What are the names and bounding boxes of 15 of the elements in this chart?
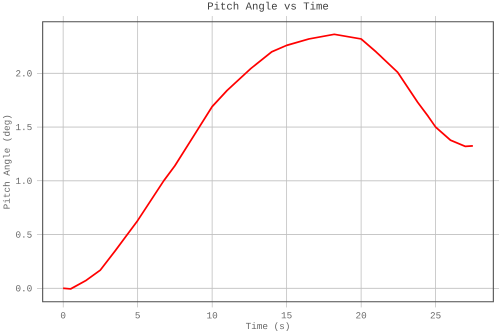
x-tick-label: 15 xyxy=(282,312,292,318)
x-axis-title: Time (s) xyxy=(246,322,289,331)
y-tick-label: 1.5 xyxy=(16,124,32,130)
x-tick-label: 10 xyxy=(207,312,218,318)
x-tick-label: 25 xyxy=(430,312,441,318)
x-tick-label: 0 xyxy=(60,312,66,318)
x-tick-label: 5 xyxy=(135,312,140,318)
y-tick-label: 0.5 xyxy=(16,231,32,238)
y-tick-label: 2.0 xyxy=(16,70,32,76)
line-series xyxy=(62,33,474,290)
chart-title: Pitch Angle vs Time xyxy=(208,2,328,12)
x-tick-label: 20 xyxy=(356,312,366,318)
y-tick-label: 1.0 xyxy=(16,178,32,184)
y-tick-label: 0.0 xyxy=(16,285,32,292)
y-axis-title: Pitch Angle (deg) xyxy=(2,116,12,209)
